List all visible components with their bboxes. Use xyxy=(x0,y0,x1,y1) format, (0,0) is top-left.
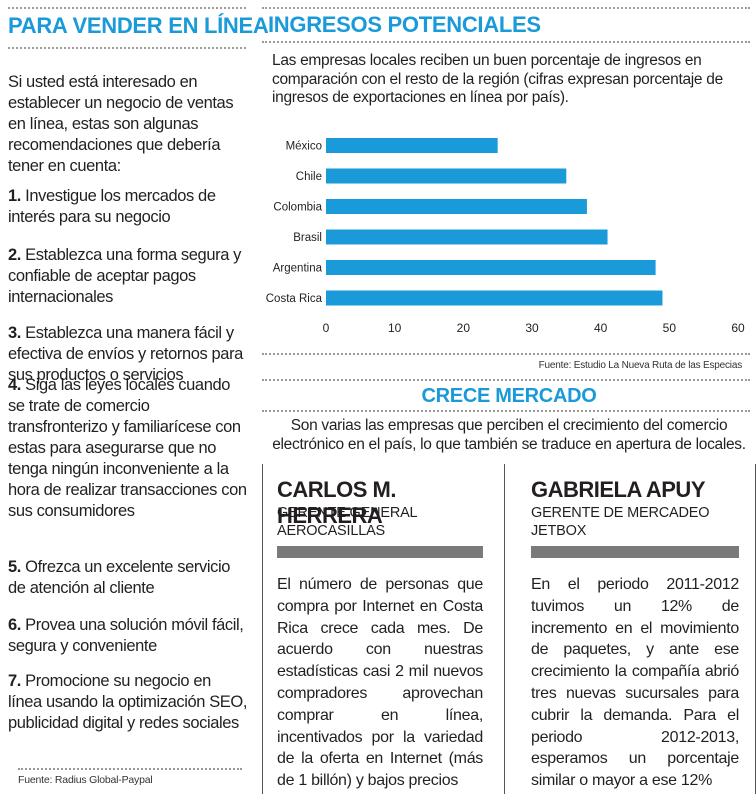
person-company: JETBOX xyxy=(531,523,587,539)
intro-text: Si usted está interesado en establecer u… xyxy=(8,73,234,175)
recommendation-text: Siga las leyes locales cuando se trate d… xyxy=(8,376,247,520)
x-tick-label: 20 xyxy=(457,321,471,335)
x-tick-label: 0 xyxy=(323,321,330,335)
recommendation-3: 3. Establezca una manera fácil y efectiv… xyxy=(8,323,248,386)
recommendation-text: Ofrezca un excelente servicio de atenció… xyxy=(8,558,230,597)
card-divider-bar xyxy=(531,546,739,558)
chart-bars xyxy=(326,138,663,306)
ingresos-description: Las empresas locales reciben un buen por… xyxy=(272,52,723,106)
person-role: GERENTE GENERAL AEROCASILLAS xyxy=(277,504,418,540)
category-label: Brasil xyxy=(293,232,322,244)
recommendation-number: 6. xyxy=(8,616,21,634)
chart-source-divider xyxy=(262,353,750,355)
chart-x-axis: 0 10 20 30 40 50 60 xyxy=(323,321,745,335)
left-top-divider xyxy=(8,7,246,9)
recommendation-4: 4. Siga las leyes locales cuando se trat… xyxy=(8,375,248,522)
testimonial-card: GABRIELA APUY GERENTE DE MERCADEO JETBOX… xyxy=(504,464,756,794)
bar-colombia xyxy=(326,199,587,214)
recommendation-number: 1. xyxy=(8,187,21,205)
crece-description: Son varias las empresas que perciben el … xyxy=(272,417,746,453)
category-label: Costa Rica xyxy=(266,293,323,305)
person-title: GERENTE DE MERCADEO xyxy=(531,505,710,521)
person-name: CARLOS M. HERRERA xyxy=(277,477,396,528)
left-source-divider xyxy=(18,768,242,770)
person-name: GABRIELA APUY xyxy=(531,477,706,502)
person-title: GERENTE GENERAL xyxy=(277,505,418,521)
recommendation-text: Provea una solución móvil fácil, segura … xyxy=(8,616,244,655)
crece-top-divider xyxy=(262,379,750,381)
recommendation-number: 3. xyxy=(8,324,21,342)
x-tick-label: 50 xyxy=(663,321,677,335)
category-label: Argentina xyxy=(273,263,323,275)
crece-section-title: CRECE MERCADO xyxy=(421,385,597,407)
recommendation-text: Investigue los mercados de interés para … xyxy=(8,187,216,226)
bar-costa-rica xyxy=(326,290,663,306)
recommendation-number: 4. xyxy=(8,376,21,394)
recommendation-5: 5. Ofrezca un excelente servicio de aten… xyxy=(8,557,248,599)
chart-category-labels: México Chile Colombia Brasil Argentina Costa … xyxy=(266,141,323,306)
person-role: GERENTE DE MERCADEO JETBOX xyxy=(531,504,709,540)
testimonial-quote: En el periodo 2011-2012 tuvimos un 12% d… xyxy=(531,576,739,790)
recommendation-1: 1. Investigue los mercados de interés pa… xyxy=(8,186,248,228)
bar-brasil xyxy=(326,229,608,245)
recommendation-7: 7. Promocione su negocio en línea usando… xyxy=(8,671,248,734)
ingresos-title-divider xyxy=(262,41,750,43)
category-label: México xyxy=(286,141,322,153)
recommendation-text: Establezca una manera fácil y efectiva d… xyxy=(8,324,243,384)
recommendation-text: Establezca una forma segura y confiable … xyxy=(8,246,242,306)
bar-argentina xyxy=(326,260,656,275)
recommendation-2: 2. Establezca una forma segura y confiab… xyxy=(8,245,248,308)
x-tick-label: 30 xyxy=(525,321,539,335)
testimonial-quote: El número de personas que compra por Int… xyxy=(277,576,483,790)
recommendation-6: 6. Provea una solución móvil fácil, segu… xyxy=(8,615,248,657)
crece-title-wrap: CRECE MERCADO xyxy=(0,385,756,408)
right-top-divider xyxy=(262,7,750,9)
x-tick-label: 10 xyxy=(388,321,402,335)
x-tick-label: 40 xyxy=(594,321,608,335)
crece-title-divider xyxy=(262,410,750,412)
income-bar-chart: México Chile Colombia Brasil Argentina Costa … xyxy=(266,138,745,335)
bar-m-xico xyxy=(326,138,498,153)
chart-source-note: Fuente: Estudio La Nueva Ruta de las Esp… xyxy=(538,360,743,371)
category-label: Colombia xyxy=(273,202,322,214)
left-section-title: PARA VENDER EN LÍNEA xyxy=(8,13,269,38)
x-tick-label: 60 xyxy=(731,321,745,335)
recommendation-number: 5. xyxy=(8,558,21,576)
recommendation-text: Promocione su negocio en línea usando la… xyxy=(8,672,248,732)
bar-chile xyxy=(326,168,567,184)
card-divider-bar xyxy=(277,546,483,558)
recommendation-number: 7. xyxy=(8,672,21,690)
left-title-divider xyxy=(8,47,246,49)
person-company: AEROCASILLAS xyxy=(277,523,386,539)
category-label: Chile xyxy=(296,171,322,183)
left-source-note: Fuente: Radius Global-Paypal xyxy=(18,774,153,786)
recommendation-number: 2. xyxy=(8,246,21,264)
testimonial-card: CARLOS M. HERRERA GERENTE GENERAL AEROCA… xyxy=(262,464,502,794)
ingresos-section-title: INGRESOS POTENCIALES xyxy=(268,12,541,37)
